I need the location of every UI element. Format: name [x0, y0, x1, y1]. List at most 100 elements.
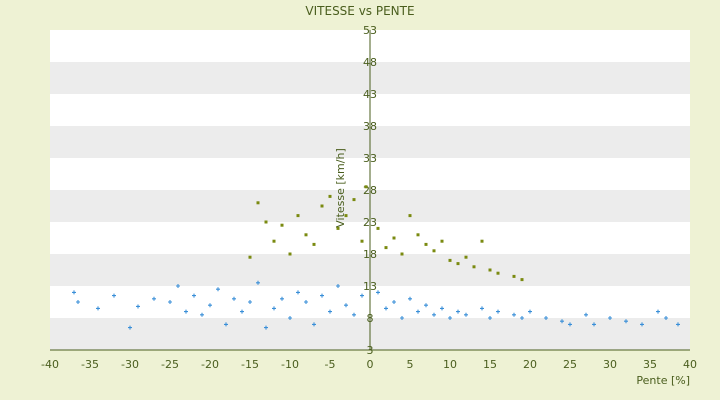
data-point-low [400, 316, 404, 320]
x-tick-label: 40 [683, 358, 697, 371]
data-point-low [528, 309, 532, 314]
x-tick-label: 0 [367, 358, 374, 371]
data-point-low [272, 306, 276, 311]
data-point-high [296, 214, 300, 218]
data-point-low [480, 306, 484, 311]
data-point-low [264, 325, 268, 330]
axes [50, 30, 690, 351]
data-point-low [416, 309, 420, 314]
data-point-low [424, 303, 428, 308]
data-point-low [464, 312, 468, 317]
data-point-high [400, 252, 404, 256]
data-point-low [676, 322, 680, 327]
data-point-high [248, 255, 252, 259]
data-point-high [256, 201, 260, 205]
chart-title: VITESSE vs PENTE [305, 4, 414, 18]
x-tick-label: 15 [483, 358, 497, 371]
data-point-high [488, 268, 492, 272]
x-tick-label: -35 [81, 358, 99, 371]
data-point-low [488, 316, 492, 320]
data-point-low [664, 316, 668, 320]
data-point-low [224, 322, 228, 327]
x-tick-label: 20 [523, 358, 537, 371]
data-point-low [376, 290, 380, 295]
data-point-high [336, 226, 340, 230]
data-point-low [512, 312, 516, 317]
data-point-low [456, 309, 460, 314]
data-point-low [112, 293, 116, 298]
data-point-high [440, 239, 444, 243]
data-point-high [320, 204, 324, 208]
data-point-high [312, 242, 316, 246]
y-axis-label: Vitesse [km/h] [334, 148, 347, 228]
data-point-low [296, 290, 300, 295]
data-point-low [592, 322, 596, 327]
data-points [72, 185, 680, 330]
data-point-low [240, 309, 244, 314]
x-tick-label: -5 [325, 358, 336, 371]
data-point-high [288, 252, 292, 256]
data-point-low [248, 300, 252, 304]
data-point-low [312, 322, 316, 327]
data-point-high [360, 239, 364, 243]
data-point-high [352, 198, 356, 202]
x-axis-label: Pente [%] [636, 374, 690, 387]
data-point-low [280, 296, 284, 301]
x-tick-label: 25 [563, 358, 577, 371]
data-point-low [168, 300, 172, 304]
data-point-low [304, 300, 308, 304]
data-point-low [232, 296, 236, 301]
x-tick-label: -10 [281, 358, 299, 371]
data-point-low [392, 300, 396, 304]
data-point-high [376, 226, 380, 230]
data-point-high [520, 278, 524, 282]
x-tick-label: 35 [643, 358, 657, 371]
data-point-high [496, 271, 500, 275]
x-tick-label: -20 [201, 358, 219, 371]
data-point-high [456, 262, 460, 266]
data-point-low [320, 293, 324, 298]
data-point-high [384, 246, 388, 250]
data-point-low [440, 306, 444, 311]
data-point-low [288, 316, 292, 320]
data-point-low [544, 316, 548, 320]
data-point-low [384, 306, 388, 311]
x-tick-label: -15 [241, 358, 259, 371]
data-point-low [128, 325, 132, 330]
data-point-low [624, 319, 628, 324]
data-point-low [520, 316, 524, 320]
data-point-low [584, 312, 588, 317]
data-point-low [360, 293, 364, 298]
data-point-low [328, 309, 332, 314]
data-point-high [512, 274, 516, 278]
data-point-high [392, 236, 396, 240]
data-point-low [432, 312, 436, 317]
data-point-high [272, 239, 276, 243]
data-point-low [152, 296, 156, 301]
data-point-high [364, 185, 368, 189]
data-point-low [216, 287, 220, 292]
data-point-low [568, 322, 572, 327]
data-point-high [344, 214, 348, 218]
x-tick-label: 5 [407, 358, 414, 371]
data-point-low [496, 309, 500, 314]
data-point-low [208, 303, 212, 308]
x-tick-label: 10 [443, 358, 457, 371]
data-point-low [256, 280, 260, 285]
data-point-low [176, 284, 180, 288]
data-point-low [72, 290, 76, 295]
data-point-high [280, 223, 284, 227]
data-point-low [608, 316, 612, 320]
data-point-high [264, 220, 268, 224]
data-point-high [432, 249, 436, 253]
data-point-high [424, 242, 428, 246]
data-point-high [416, 233, 420, 237]
data-point-low [640, 322, 644, 327]
data-point-high [304, 233, 308, 237]
x-tick-label: -25 [161, 358, 179, 371]
data-point-high [408, 214, 412, 218]
data-point-high [448, 258, 452, 262]
data-point-low [200, 312, 204, 317]
data-point-low [448, 316, 452, 320]
